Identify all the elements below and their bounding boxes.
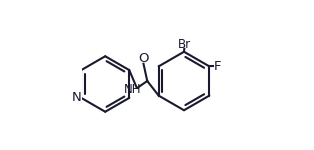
Text: F: F [214, 60, 221, 73]
Text: O: O [138, 52, 149, 64]
Text: Br: Br [178, 39, 191, 51]
Text: N: N [72, 91, 82, 104]
Text: NH: NH [124, 83, 142, 96]
